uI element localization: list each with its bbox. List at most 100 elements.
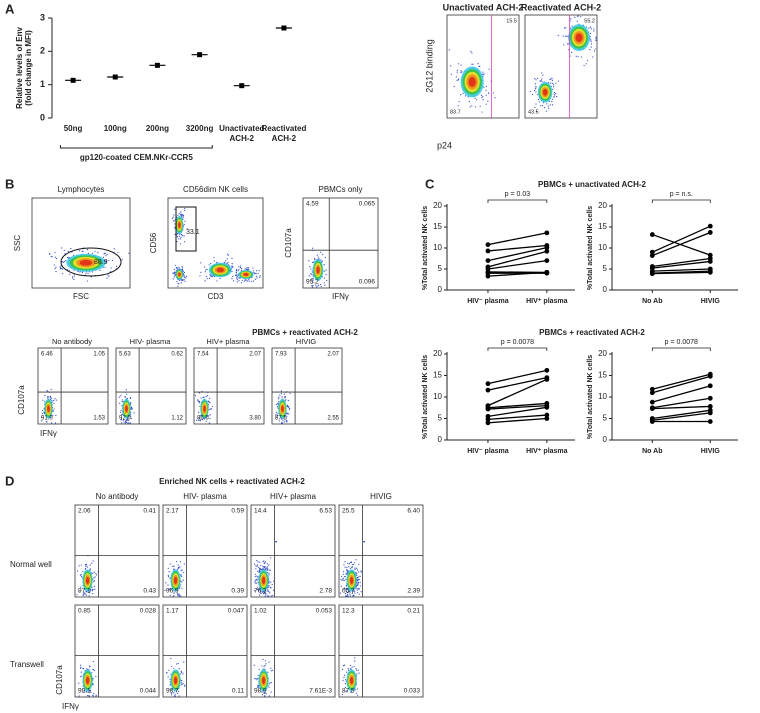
event-dot <box>105 260 107 262</box>
event-dot <box>183 271 186 274</box>
event-dot <box>308 275 310 277</box>
y-axis-label: (fold change in MFI) <box>24 30 33 106</box>
event-dot <box>353 665 355 668</box>
event-dot <box>277 402 279 404</box>
event-dot <box>85 272 87 274</box>
event-dot <box>351 566 353 568</box>
event-dot <box>198 417 200 419</box>
event-dot <box>174 227 176 229</box>
event-dot <box>353 595 355 597</box>
event-dot <box>543 106 546 109</box>
event-dot <box>553 96 555 98</box>
density-contour <box>216 267 224 273</box>
event-dot <box>547 81 550 84</box>
event-dot <box>587 59 589 61</box>
event-dot <box>124 396 127 398</box>
event-dot <box>236 281 238 283</box>
event-dot <box>51 401 53 403</box>
event-dot <box>59 266 61 268</box>
event-dot <box>566 35 568 37</box>
event-dot <box>184 280 186 282</box>
event-dot <box>81 675 83 677</box>
event-dot <box>178 695 180 697</box>
event-dot <box>535 110 537 113</box>
y-tick-label: 20 <box>433 201 442 210</box>
plot-title: PBMCs only <box>318 185 362 194</box>
y-tick-label: 20 <box>598 201 607 210</box>
event-dot <box>78 591 80 593</box>
event-dot <box>341 579 343 581</box>
event-dot <box>347 562 349 564</box>
flow-plot-frame <box>162 604 248 698</box>
event-dot <box>173 220 176 222</box>
event-dot <box>460 70 462 72</box>
event-dot <box>106 253 108 255</box>
event-dot <box>461 71 463 73</box>
density-contour <box>79 259 93 266</box>
event-dot <box>72 276 74 278</box>
event-dot <box>258 588 260 590</box>
event-dot <box>345 572 348 574</box>
quadrant-value: 0.028 <box>140 608 157 615</box>
event-dot <box>553 84 555 86</box>
event-dot <box>462 92 464 94</box>
paired-dot <box>544 376 550 382</box>
event-dot <box>483 73 485 75</box>
event-dot <box>254 575 256 578</box>
event-dot <box>358 588 360 590</box>
event-dot <box>235 268 237 271</box>
event-dot <box>312 280 314 282</box>
event-dot <box>283 421 286 423</box>
event-dot <box>257 570 259 572</box>
event-dot <box>595 39 597 42</box>
event-dot <box>313 261 315 263</box>
event-dot <box>553 91 556 94</box>
event-dot <box>286 420 288 422</box>
event-dot <box>200 397 202 399</box>
event-dot <box>312 247 314 249</box>
event-dot <box>345 679 347 681</box>
y-tick-label: 15 <box>598 222 607 231</box>
event-dot <box>99 269 101 271</box>
panel-label: B <box>5 176 14 191</box>
column-title: HIV- plasma <box>183 492 227 501</box>
event-dot <box>181 213 183 215</box>
event-dot <box>174 693 176 695</box>
event-dot <box>271 669 274 671</box>
event-dot <box>205 420 207 422</box>
event-dot <box>357 584 359 587</box>
paired-line <box>652 231 711 257</box>
paired-line <box>652 271 711 275</box>
paired-dot <box>485 248 491 254</box>
quadrant-value: 98.7 <box>166 688 179 695</box>
event-dot <box>95 675 97 678</box>
event-dot <box>592 56 594 58</box>
event-dot <box>219 277 221 280</box>
event-dot <box>349 664 352 667</box>
density-contour <box>316 266 320 274</box>
event-dot <box>356 584 358 586</box>
y-tick-label: 0 <box>603 285 608 294</box>
event-dot <box>254 581 256 583</box>
event-dot <box>539 80 541 82</box>
event-dot <box>171 665 173 667</box>
event-dot <box>89 569 91 571</box>
event-dot <box>279 394 281 396</box>
density-contour <box>575 33 583 42</box>
event-dot <box>270 670 272 672</box>
event-dot <box>344 683 347 685</box>
event-dot <box>354 660 356 662</box>
event-dot <box>479 105 481 107</box>
event-dot <box>555 82 557 84</box>
event-dot <box>86 668 88 670</box>
event-dot <box>178 690 180 693</box>
event-dot <box>121 399 123 401</box>
event-dot <box>173 667 175 670</box>
event-dot <box>179 561 182 563</box>
event-dot <box>576 20 578 22</box>
event-dot <box>283 418 285 420</box>
event-dot <box>314 257 316 260</box>
event-dot <box>479 65 481 68</box>
event-dot <box>270 595 272 597</box>
event-dot <box>169 563 171 565</box>
